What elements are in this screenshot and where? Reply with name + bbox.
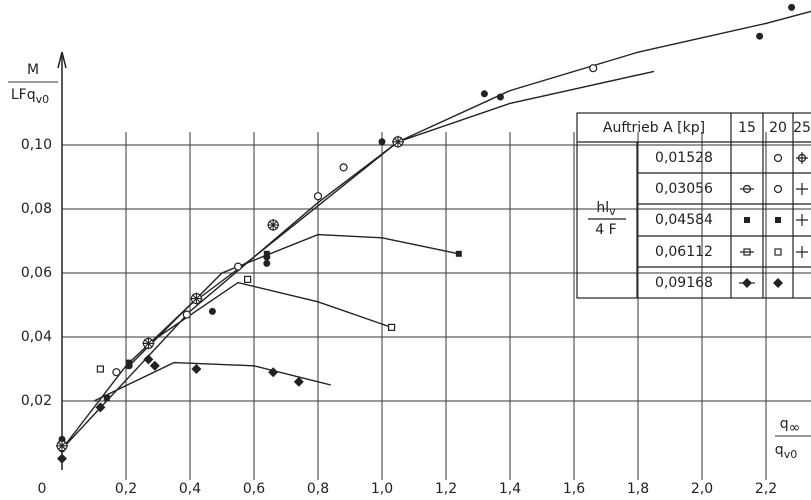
- y-tick-label: 0,02: [21, 393, 52, 409]
- y-label-bottom-sub: v0: [36, 93, 50, 106]
- point: [293, 376, 304, 387]
- x-tick-label: 2,2: [755, 481, 777, 497]
- y-label-bottom-main: LFq: [11, 87, 36, 103]
- fit-curve: [61, 70, 655, 450]
- symbol: [742, 278, 752, 288]
- row-label-top: hlv: [596, 200, 616, 218]
- fit-curve: [157, 281, 392, 338]
- x-tick-label: 0,8: [307, 481, 329, 497]
- x-tick-label: 1,0: [371, 481, 393, 497]
- table-frame: [576, 112, 811, 299]
- point: [756, 32, 764, 40]
- fit-curve: [125, 233, 459, 370]
- point: [480, 90, 488, 98]
- plot: 0 0,2 0,4 0,6 0,8 1,0 1,2 1,4 1,6 1,8 2,0 2,2 0,02 0,…: [21, 3, 811, 497]
- x-tick-label: 2,0: [691, 481, 713, 497]
- symbol: [773, 278, 783, 288]
- point: [103, 394, 110, 401]
- point: [455, 250, 462, 257]
- symbol: [744, 217, 750, 223]
- point: [142, 337, 155, 350]
- symbol: [796, 246, 808, 258]
- table-header: Auftrieb A [kp]: [603, 120, 705, 136]
- point: [126, 359, 133, 366]
- symbol: [796, 152, 808, 164]
- point: [378, 138, 386, 146]
- x-tick-label: 0,2: [115, 481, 137, 497]
- point: [496, 93, 504, 101]
- symbol: [773, 153, 783, 163]
- point: [182, 310, 191, 319]
- table-cell: 0,04584: [655, 212, 713, 228]
- x-tick-label: 1,2: [435, 481, 457, 497]
- x-label-top-sub: ∞: [789, 420, 801, 436]
- y-label-top: M: [27, 62, 39, 78]
- symbol: [796, 214, 808, 226]
- legend-table: Auftrieb A [kp] 15 20 25 hlv 4 F 0,01528…: [576, 112, 811, 299]
- table-column: 15: [738, 120, 756, 136]
- point: [56, 439, 68, 452]
- symbol: [796, 183, 808, 195]
- table-column: 20: [769, 120, 787, 136]
- table-cell: 0,03056: [655, 181, 713, 197]
- symbol: [797, 153, 807, 163]
- point: [190, 292, 203, 305]
- y-label-bottom: LFqv0: [11, 87, 49, 106]
- symbol: [774, 248, 782, 256]
- point: [149, 360, 160, 371]
- fit-curve: [61, 10, 811, 450]
- point: [267, 219, 280, 231]
- x-tick-label: 1,6: [563, 481, 585, 497]
- y-tick-label: 0,08: [21, 201, 52, 217]
- symbol: [775, 217, 781, 223]
- point: [96, 365, 105, 373]
- y-tick-label: 0,10: [21, 137, 52, 153]
- x-label-bottom-main: q: [775, 442, 784, 458]
- point: [339, 163, 348, 172]
- point: [392, 135, 404, 148]
- point: [191, 364, 202, 374]
- y-tick-label: 0,06: [21, 265, 52, 281]
- point: [57, 453, 67, 464]
- symbol: [742, 184, 752, 194]
- x-label-bottom-sub: v0: [784, 448, 798, 461]
- point: [788, 3, 796, 11]
- point: [268, 367, 279, 378]
- x-label-top-main: q: [780, 416, 789, 432]
- table-cell: 0,09168: [655, 275, 713, 291]
- y-axis-arrow: [57, 51, 67, 69]
- point: [233, 262, 243, 271]
- point: [313, 192, 323, 201]
- point: [388, 323, 396, 331]
- point: [589, 64, 598, 73]
- fit-curve: [93, 361, 331, 402]
- x-tick-label: 1,8: [627, 481, 649, 497]
- point: [208, 307, 216, 315]
- point: [244, 275, 252, 283]
- point: [95, 402, 106, 413]
- symbol: [743, 248, 751, 256]
- x-tick-label: 0,4: [179, 481, 201, 497]
- x-label-bottom: qv0: [775, 442, 797, 461]
- point: [112, 368, 121, 377]
- x-label-top: q∞: [780, 416, 801, 436]
- row-label-bottom: 4 F: [595, 222, 616, 238]
- x-tick-label: 1,4: [499, 481, 521, 497]
- point: [143, 354, 154, 365]
- table-column: 25: [793, 120, 811, 136]
- y-tick-label: 0,04: [21, 329, 52, 345]
- point: [263, 250, 270, 257]
- x-tick-label: 0: [38, 481, 47, 497]
- point: [263, 259, 271, 267]
- row-label-main: hl: [596, 200, 609, 216]
- table-cell: 0,01528: [655, 150, 713, 166]
- row-label-sub: v: [609, 205, 616, 218]
- x-tick-label: 0,6: [243, 481, 265, 497]
- symbol: [773, 184, 783, 194]
- table-cell: 0,06112: [655, 244, 713, 260]
